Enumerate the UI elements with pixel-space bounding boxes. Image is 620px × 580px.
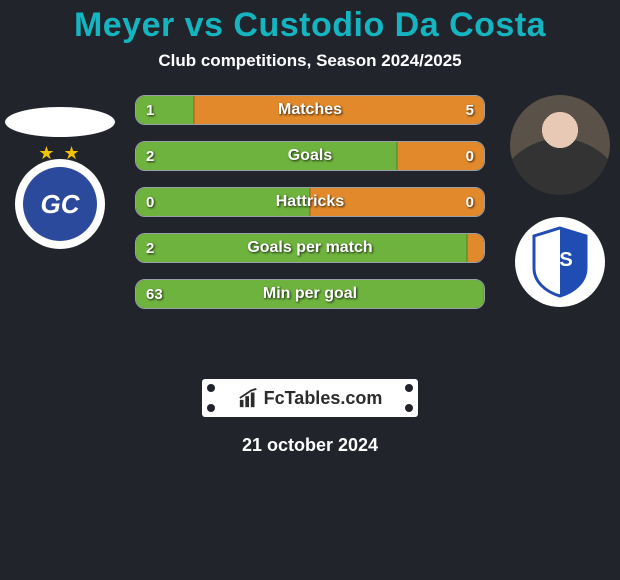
stat-row: Goals per match2	[135, 233, 485, 263]
stat-fill-right	[483, 280, 484, 308]
stat-fill-left	[136, 280, 484, 308]
stat-fill-right	[194, 96, 484, 124]
page-title: Meyer vs Custodio Da Costa	[0, 0, 620, 45]
left-player-column: ★ ★	[0, 95, 120, 355]
brand-badge: FcTables.com	[202, 379, 418, 417]
stat-bars: Matches15 Goals20 Hattricks00 Goals per mat…	[135, 95, 485, 309]
stat-fill-left	[136, 234, 467, 262]
svg-text:LS: LS	[547, 249, 573, 271]
generation-date: 21 october 2024	[0, 435, 620, 456]
stat-fill-left	[136, 96, 194, 124]
stat-row: Goals20	[135, 141, 485, 171]
stat-fill-right	[467, 234, 484, 262]
stat-row: Hattricks00	[135, 187, 485, 217]
stat-row: Min per goal63	[135, 279, 485, 309]
right-player-avatar	[510, 95, 610, 195]
stat-fill-left	[136, 142, 397, 170]
right-club-badge: LS	[515, 217, 605, 307]
stat-row: Matches15	[135, 95, 485, 125]
subtitle: Club competitions, Season 2024/2025	[0, 51, 620, 71]
brand-text: FcTables.com	[264, 388, 383, 409]
comparison-panel: ★ ★ LS Matches15 Goals20 Hattricks00 Goals …	[0, 95, 620, 355]
stat-fill-right	[310, 188, 484, 216]
left-club-badge: ★ ★	[15, 159, 105, 249]
stat-fill-right	[397, 142, 484, 170]
bar-chart-icon	[238, 387, 260, 409]
star-icon: ★ ★	[38, 143, 81, 164]
right-player-column: LS	[500, 95, 620, 355]
shield-icon: LS	[530, 226, 590, 298]
left-player-avatar	[5, 107, 115, 137]
stat-fill-left	[136, 188, 310, 216]
